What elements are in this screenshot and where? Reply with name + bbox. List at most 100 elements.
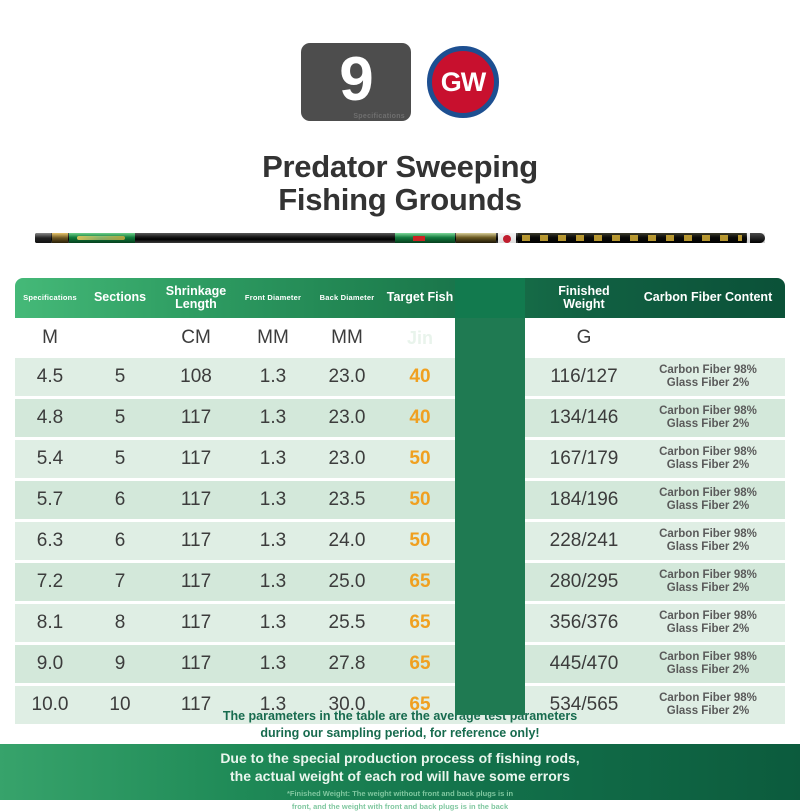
- cell-shrinkage-length-value: 117: [180, 530, 212, 551]
- cell-front-diameter: 1.3: [237, 489, 309, 511]
- cell-carbon-fiber-content: Carbon Fiber 98% Glass Fiber 2%: [631, 610, 785, 636]
- table-row: 6.3 6 117 1.3 24.0 50 185 228/241 Carbon Fiber 9…: [15, 522, 785, 560]
- cell-back-diameter-value: 27.8: [328, 653, 366, 674]
- cell-material-weight-value: 148: [480, 489, 512, 510]
- logo-row: 9 Specifications GW: [0, 36, 800, 128]
- row-separator: [15, 396, 785, 399]
- cell-front-diameter: 1.3: [237, 653, 309, 675]
- table-body: 4.5 5 108 1.3 23.0 40 93 116/127 Carbon Fiber 98…: [15, 358, 785, 724]
- cell-specification: 9.0: [15, 653, 85, 675]
- cell-shrinkage-length-value: 117: [180, 694, 212, 715]
- fiber-line-1: Carbon Fiber 98%: [659, 446, 757, 459]
- cell-back-diameter-value: 23.0: [328, 407, 366, 428]
- cell-target-fish-value: 65: [409, 571, 431, 592]
- header-shrinkage-length: Shrinkage Length: [165, 283, 227, 311]
- cell-material-weight: 308: [455, 612, 537, 634]
- cell-back-diameter: 23.0: [309, 448, 385, 470]
- specification-table: Specifications Sections Shrinkage Length…: [15, 278, 785, 724]
- cell-shrinkage-length-value: 117: [180, 407, 212, 428]
- table-row: 9.0 9 117 1.3 27.8 65 385 445/470 Carbon Fiber 9…: [15, 645, 785, 683]
- cell-specification-value: 10.0: [31, 694, 69, 715]
- cell-back-diameter-value: 23.0: [328, 448, 366, 469]
- cell-carbon-fiber-content: Carbon Fiber 98% Glass Fiber 2%: [631, 692, 785, 718]
- badge-caption: Specifications: [353, 113, 405, 120]
- cell-shrinkage-length-value: 108: [180, 366, 212, 387]
- row-separator: [15, 683, 785, 686]
- cell-finished-weight: 280/295: [537, 571, 631, 593]
- cell-finished-weight-value: 134/146: [549, 407, 619, 428]
- cell-specification: 8.1: [15, 612, 85, 634]
- cell-shrinkage-length: 117: [155, 653, 237, 675]
- header-specifications: Specifications: [23, 293, 77, 303]
- cell-material-weight: 185: [455, 530, 537, 552]
- cell-front-diameter: 1.3: [237, 694, 309, 716]
- cell-finished-weight: 534/565: [537, 694, 631, 716]
- cell-sections-value: 5: [114, 448, 126, 469]
- cell-sections-value: 8: [114, 612, 126, 633]
- cell-front-diameter: 1.3: [237, 366, 309, 388]
- cell-sections: 6: [85, 489, 155, 511]
- cell-target-fish: 40: [385, 366, 455, 388]
- cell-sections-value: 10: [109, 694, 131, 715]
- cell-carbon-fiber-content: Carbon Fiber 98% Glass Fiber 2%: [631, 528, 785, 554]
- cell-target-fish: 50: [385, 489, 455, 511]
- cell-front-diameter-value: 1.3: [259, 407, 287, 428]
- fiber-line-2: Glass Fiber 2%: [666, 705, 750, 717]
- cell-front-diameter-value: 1.3: [259, 612, 287, 633]
- cell-target-fish: 65: [385, 694, 455, 716]
- cell-target-fish-value: 65: [409, 612, 431, 633]
- cell-sections-value: 6: [114, 489, 126, 510]
- cell-shrinkage-length: 117: [155, 489, 237, 511]
- fiber-line-2: Glass Fiber 2%: [666, 664, 750, 676]
- cell-target-fish: 40: [385, 407, 455, 429]
- table-row: 8.1 8 117 1.3 25.5 65 308 356/376 Carbon Fiber 9…: [15, 604, 785, 642]
- unit-front-diameter: MM: [257, 327, 289, 348]
- cell-finished-weight-value: 280/295: [549, 571, 619, 592]
- cell-front-diameter-value: 1.3: [259, 448, 287, 469]
- cell-sections: 5: [85, 407, 155, 429]
- cell-finished-weight: 356/376: [537, 612, 631, 634]
- rod-gold-pattern-section: [518, 233, 746, 243]
- cell-specification: 4.8: [15, 407, 85, 429]
- row-separator: [15, 560, 785, 563]
- table-note-line2: during our sampling period, for referenc…: [260, 725, 540, 740]
- cell-specification: 4.5: [15, 366, 85, 388]
- table-row: 4.8 5 117 1.3 23.0 40 103 134/146 Carbon Fiber 9…: [15, 399, 785, 437]
- cell-finished-weight-value: 445/470: [549, 653, 619, 674]
- cell-shrinkage-length: 117: [155, 694, 237, 716]
- fishing-rod-image: [35, 228, 765, 248]
- row-separator: [15, 437, 785, 440]
- cell-shrinkage-length-value: 117: [180, 653, 212, 674]
- rod-butt-cap: [35, 233, 51, 243]
- gw-brand-logo: GW: [427, 46, 499, 118]
- cell-shrinkage-length: 117: [155, 530, 237, 552]
- page-title-line2: Fishing Grounds: [278, 182, 522, 218]
- cell-specification-value: 4.8: [36, 407, 64, 428]
- cell-target-fish-value: 50: [409, 530, 431, 551]
- cell-sections: 10: [85, 694, 155, 716]
- cell-finished-weight-value: 167/179: [549, 448, 619, 469]
- cell-finished-weight-value: 228/241: [549, 530, 619, 551]
- fiber-line-1: Carbon Fiber 98%: [659, 487, 757, 500]
- fiber-line-2: Glass Fiber 2%: [666, 459, 750, 471]
- cell-finished-weight: 184/196: [537, 489, 631, 511]
- rod-butt-ring: [52, 233, 68, 243]
- rod-mid-green-section: [395, 233, 455, 243]
- cell-material-weight: 93: [455, 366, 537, 388]
- unit-target-fish: Jin: [406, 327, 433, 348]
- header-finished-weight: Finished Weight: [558, 283, 610, 311]
- fiber-line-1: Carbon Fiber 98%: [659, 610, 757, 623]
- cell-shrinkage-length-value: 117: [180, 448, 212, 469]
- cell-sections: 9: [85, 653, 155, 675]
- cell-material-weight-value: 93: [485, 366, 507, 387]
- cell-specification-value: 5.7: [36, 489, 64, 510]
- page-title-line1: Predator Sweeping: [262, 149, 538, 184]
- cell-target-fish-value: 65: [409, 694, 431, 715]
- cell-back-diameter: 25.5: [309, 612, 385, 634]
- page-title: Predator Sweeping Fishing Grounds: [0, 150, 800, 217]
- header-back-diameter: Back Diameter: [319, 293, 375, 303]
- disclaimer-fine2: front, and the weight with front and bac…: [291, 801, 509, 811]
- cell-sections-value: 6: [114, 530, 126, 551]
- cell-target-fish: 65: [385, 571, 455, 593]
- cell-specification-value: 4.5: [36, 366, 64, 387]
